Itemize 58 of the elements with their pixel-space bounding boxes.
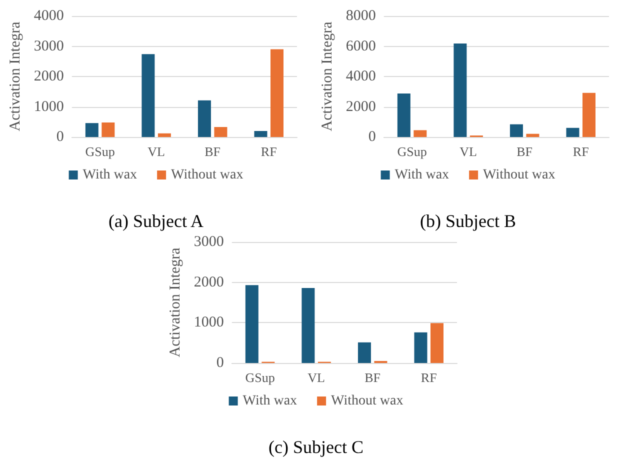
bar	[510, 124, 523, 137]
x-tick-label: VL	[308, 370, 326, 385]
bar	[198, 100, 211, 137]
x-tick-label: BF	[364, 370, 381, 385]
text: (c) Subject C	[268, 437, 364, 457]
x-tick-label: BF	[204, 144, 221, 159]
y-tick-label: 2000	[34, 68, 64, 84]
text: (a) Subject A	[108, 211, 204, 231]
y-tick-label: 0	[216, 355, 224, 371]
y-tick-label: 1000	[34, 98, 64, 115]
y-axis-title: Activation Integra	[320, 21, 336, 132]
bar	[85, 123, 98, 137]
legend-label: With wax	[82, 168, 138, 182]
bar	[526, 134, 540, 137]
legend-label: Without wax	[331, 394, 404, 408]
bar	[142, 54, 155, 137]
y-axis-title: Activation Integra	[8, 21, 24, 132]
y-tick-label: 0	[56, 129, 64, 145]
bar	[454, 44, 467, 137]
bar	[245, 285, 258, 363]
bar	[214, 127, 228, 137]
x-tick-label: VL	[460, 144, 478, 159]
bar	[430, 323, 444, 363]
bar	[358, 342, 371, 363]
x-tick-label: RF	[420, 370, 437, 385]
y-tick-label: 4000	[34, 8, 64, 24]
y-tick-label: 3000	[194, 234, 224, 250]
y-tick-label: 8000	[346, 8, 376, 24]
x-tick-label: RF	[260, 144, 277, 159]
bar	[414, 130, 427, 137]
bar	[158, 133, 171, 137]
bar	[302, 288, 315, 363]
y-tick-label: 0	[368, 129, 376, 145]
legend-label: Without wax	[171, 168, 244, 182]
y-tick-label: 2000	[346, 98, 376, 115]
y-tick-label: 3000	[34, 38, 64, 54]
legend-label: With wax	[242, 394, 298, 408]
bar	[270, 49, 284, 137]
x-tick-label: BF	[516, 144, 533, 159]
bar	[254, 130, 268, 137]
y-tick-label: 6000	[346, 38, 376, 54]
bar	[414, 332, 428, 363]
y-axis-title: Activation Integra	[168, 247, 184, 358]
x-tick-label: GSup	[85, 144, 115, 159]
bar	[397, 93, 410, 137]
legend-label: With wax	[394, 168, 450, 182]
y-tick-label: 4000	[346, 68, 376, 84]
y-tick-label: 2000	[194, 274, 224, 290]
legend-label: Without wax	[483, 168, 556, 182]
y-tick-label: 1000	[194, 314, 224, 331]
bar	[566, 128, 580, 137]
x-tick-label: RF	[572, 144, 589, 159]
bar	[582, 92, 596, 137]
x-tick-label: VL	[148, 144, 166, 159]
bar	[102, 122, 115, 137]
x-tick-label: GSup	[397, 144, 427, 159]
text: (b) Subject B	[420, 211, 516, 231]
x-tick-label: GSup	[245, 370, 275, 385]
